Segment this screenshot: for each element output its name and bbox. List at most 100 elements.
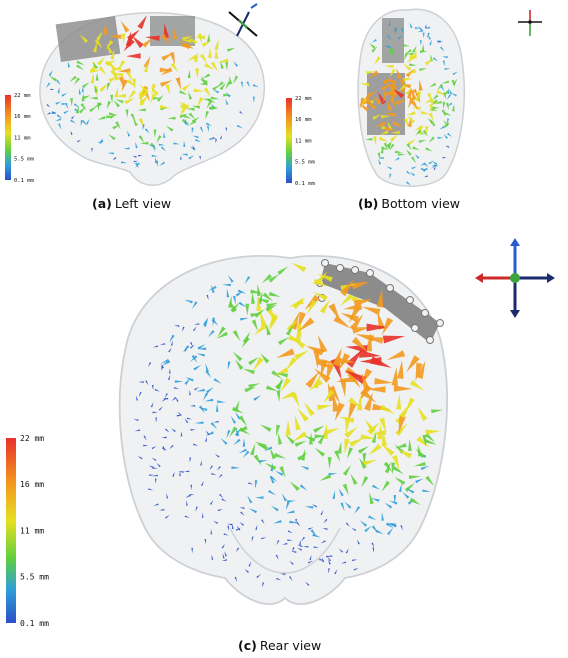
displacement-arrow	[344, 426, 358, 439]
displacement-arrow	[218, 474, 223, 479]
displacement-arrow	[451, 92, 457, 97]
displacement-arrow	[201, 512, 204, 518]
displacement-arrow	[152, 345, 159, 348]
displacement-arrow	[189, 494, 195, 496]
displacement-arrow	[191, 105, 201, 109]
displacement-arrow	[387, 522, 396, 527]
displacement-arrow	[203, 317, 209, 326]
displacement-arrow	[316, 358, 335, 370]
displacement-arrow	[269, 447, 277, 460]
displacement-arrow	[328, 303, 341, 322]
displacement-arrow	[251, 291, 255, 304]
displacement-arrow	[259, 310, 267, 326]
displacement-arrow	[370, 429, 387, 436]
displacement-arrow	[143, 435, 147, 441]
colorbar	[286, 98, 292, 183]
displacement-arrow	[115, 99, 124, 104]
displacement-arrow	[428, 82, 437, 88]
displacement-arrow	[273, 367, 289, 377]
displacement-arrow	[253, 454, 262, 466]
displacement-arrow	[225, 98, 229, 106]
displacement-arrow	[186, 417, 193, 420]
displacement-arrow	[200, 480, 204, 487]
displacement-arrow	[191, 354, 198, 363]
displacement-arrow	[199, 79, 208, 84]
displacement-arrow	[229, 75, 233, 85]
displacement-arrow	[397, 34, 403, 40]
colorbar-tick-label: 16 mm	[20, 480, 44, 489]
displacement-arrow	[192, 145, 195, 150]
displacement-arrow	[389, 97, 396, 109]
displacement-arrow	[163, 131, 166, 138]
displacement-arrow	[344, 501, 352, 509]
displacement-arrow	[409, 497, 421, 506]
displacement-arrow	[155, 417, 158, 423]
displacement-arrow	[255, 524, 258, 531]
displacement-arrow	[161, 363, 164, 369]
displacement-arrow	[148, 144, 155, 148]
displacement-arrow	[48, 70, 53, 77]
displacement-arrow	[138, 154, 143, 157]
displacement-arrow	[375, 529, 384, 535]
displacement-arrow	[403, 77, 413, 82]
displacement-arrow	[117, 68, 131, 73]
displacement-arrow	[159, 161, 166, 166]
displacement-arrow	[368, 70, 379, 79]
displacement-arrow	[381, 512, 384, 521]
displacement-arrow	[376, 288, 384, 308]
displacement-arrow	[227, 523, 233, 526]
displacement-arrow	[211, 318, 219, 326]
displacement-arrow	[248, 482, 254, 485]
displacement-arrow	[110, 94, 114, 104]
displacement-arrow	[303, 545, 309, 548]
displacement-arrow	[205, 110, 209, 120]
displacement-arrow	[132, 117, 138, 127]
displacement-arrow	[429, 103, 433, 114]
displacement-arrow	[95, 72, 99, 81]
displacement-arrow	[269, 475, 278, 482]
displacement-arrow	[276, 390, 281, 403]
displacement-arrow	[304, 402, 315, 417]
displacement-arrow	[206, 125, 209, 132]
displacement-arrow	[205, 122, 213, 126]
displacement-arrow	[308, 432, 313, 445]
displacement-arrow	[292, 431, 308, 442]
displacement-arrow	[309, 379, 323, 391]
displacement-arrow	[383, 461, 393, 473]
displacement-arrow	[260, 352, 270, 364]
displacement-arrow	[441, 109, 446, 117]
displacement-arrow	[218, 493, 224, 499]
displacement-arrow	[391, 462, 396, 475]
displacement-arrow	[142, 124, 145, 131]
displacement-arrow	[191, 116, 200, 123]
displacement-arrow	[350, 473, 358, 485]
displacement-arrow	[57, 86, 60, 94]
displacement-arrow	[226, 47, 236, 52]
displacement-arrow	[231, 466, 241, 469]
displacement-arrow	[340, 502, 345, 512]
displacement-arrow	[160, 33, 171, 45]
displacement-arrow	[181, 83, 192, 92]
displacement-arrow	[235, 547, 240, 553]
displacement-arrow	[238, 415, 248, 427]
displacement-arrow	[340, 561, 347, 564]
displacement-arrow	[340, 293, 354, 306]
colorbar-tick-label: 22 mm	[295, 96, 312, 102]
left-view-caption: (a) Left view	[92, 196, 172, 211]
displacement-arrow	[405, 49, 412, 55]
displacement-arrow	[50, 88, 55, 91]
displacement-arrow	[437, 40, 441, 43]
displacement-arrow	[145, 35, 160, 42]
displacement-arrow	[362, 96, 370, 107]
displacement-arrow	[285, 420, 291, 436]
colorbar-tick-label: 11 mm	[20, 526, 44, 535]
displacement-arrow	[137, 15, 147, 30]
displacement-arrow	[415, 478, 424, 484]
displacement-arrow	[256, 295, 262, 312]
displacement-arrow	[177, 411, 182, 416]
colorbar-tick-label: 5.5 mm	[20, 573, 49, 582]
displacement-arrow	[298, 539, 302, 546]
displacement-arrow	[300, 536, 306, 542]
displacement-arrow	[172, 471, 175, 477]
displacement-arrow	[183, 114, 192, 119]
